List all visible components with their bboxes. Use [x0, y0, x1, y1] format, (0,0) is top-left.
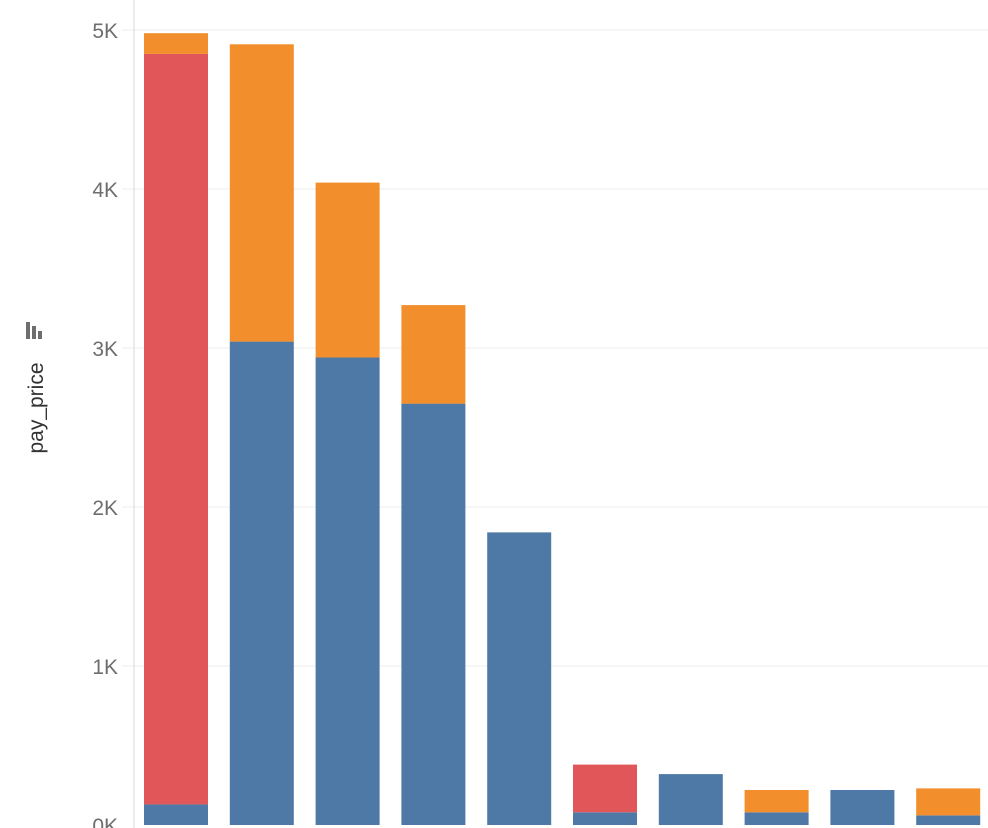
- y-axis-title: pay_price: [25, 362, 48, 453]
- bar-segment[interactable]: [144, 33, 208, 54]
- bar-segment[interactable]: [315, 357, 380, 826]
- bar-segment[interactable]: [830, 790, 895, 825]
- y-tick-label: 5K: [92, 20, 118, 43]
- y-tick-label: 0K: [92, 815, 118, 828]
- y-tick-label: 3K: [92, 338, 118, 361]
- y-tick-label: 1K: [92, 656, 118, 679]
- bar-segment[interactable]: [744, 812, 809, 825]
- y-axis-title-group[interactable]: pay_price: [25, 322, 48, 454]
- bar-segment[interactable]: [401, 403, 466, 825]
- y-tick-labels: 0K 1K 2K 3K 4K 5K: [92, 20, 118, 828]
- bar-segment[interactable]: [658, 774, 723, 825]
- bar-segment[interactable]: [229, 341, 294, 825]
- bar-segment[interactable]: [401, 305, 466, 404]
- bar-segment[interactable]: [916, 788, 981, 816]
- sort-icon-bar: [32, 326, 36, 339]
- bar-segment[interactable]: [315, 182, 380, 358]
- bars: [144, 33, 981, 826]
- y-tick-label: 2K: [92, 497, 118, 520]
- bar-segment[interactable]: [573, 764, 637, 813]
- bar-segment[interactable]: [487, 532, 552, 825]
- y-tick-label: 4K: [92, 179, 118, 202]
- bar-segment[interactable]: [744, 790, 809, 813]
- bar-segment[interactable]: [916, 815, 981, 826]
- sort-icon-bar: [26, 322, 30, 339]
- bar-segment[interactable]: [144, 804, 208, 825]
- bar-segment[interactable]: [144, 53, 208, 805]
- bar-segment[interactable]: [229, 44, 294, 342]
- sort-icon-bar: [38, 331, 42, 339]
- bar-segment[interactable]: [573, 812, 637, 825]
- sort-descending-icon[interactable]: [26, 322, 42, 339]
